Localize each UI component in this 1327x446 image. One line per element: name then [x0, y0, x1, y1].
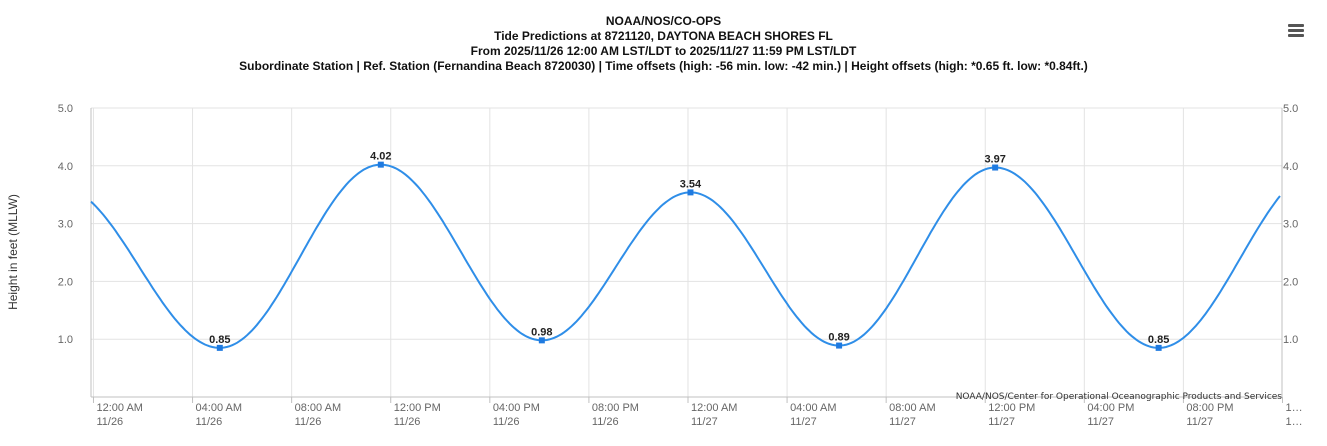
x-tick-label-time: 08:00 PM	[1186, 402, 1233, 414]
y-axis-title: Height in feet (MLLW)	[6, 194, 20, 310]
low-tide-label: 0.85	[209, 334, 230, 346]
x-tick-label-date: 11/27	[1186, 416, 1213, 428]
x-tick-label-time: 04:00 PM	[493, 402, 540, 414]
x-tick-label-date: 11/27	[691, 416, 718, 428]
x-tick-label-time: 04:00 AM	[196, 402, 242, 414]
x-tick-label-time: 04:00 AM	[790, 402, 836, 414]
y-tick-label-right: 5.0	[1283, 103, 1298, 115]
credit-text: NOAA/NOS/Center for Operational Oceanogr…	[956, 392, 1283, 402]
x-tick-label-date: 11/26	[295, 416, 322, 428]
x-tick-label-time: 04:00 PM	[1087, 402, 1134, 414]
y-tick-label-left: 4.0	[58, 161, 73, 173]
chart-title-line-1: NOAA/NOS/CO-OPS	[605, 14, 722, 28]
x-tick-label-time: 12:00 AM	[691, 402, 737, 414]
low-tide-label: 0.85	[1148, 334, 1169, 346]
x-tick-label-date: 11/26	[592, 416, 619, 428]
chart-title-line-4: Subordinate Station | Ref. Station (Fern…	[239, 59, 1088, 73]
y-tick-label-left: 3.0	[58, 219, 73, 231]
extreme-marker	[377, 161, 384, 168]
x-tick-label-date: 11/26	[196, 416, 223, 428]
y-tick-label-left: 2.0	[58, 276, 73, 288]
extreme-marker	[836, 342, 843, 349]
hamburger-menu-icon[interactable]	[1284, 20, 1308, 42]
x-tick-label-date: 11/26	[96, 416, 123, 428]
labels: 1.0 1.0 2.0 2.0 3.0 3.0 4.0 4.0 5.0 5.0 12:00 AM 11…	[58, 103, 1303, 428]
low-tide-label: 0.98	[531, 326, 552, 338]
x-tick-label-date: 11/26	[493, 416, 520, 428]
high-tide-label: 3.97	[984, 154, 1005, 166]
x-tick-label-date: 11/27	[988, 416, 1015, 428]
x-tick-label-time: 08:00 AM	[889, 402, 935, 414]
high-tide-label: 3.54	[680, 178, 702, 190]
y-tick-label-right: 2.0	[1283, 276, 1298, 288]
extreme-marker	[992, 164, 999, 171]
chart-title: NOAA/NOS/CO-OPS Tide Predictions at 8721…	[0, 14, 1327, 74]
axes	[90, 108, 1283, 403]
extreme-marker	[1155, 344, 1162, 351]
x-tick-label-time: 12:00 PM	[988, 402, 1035, 414]
x-tick-label-date: 11/27	[790, 416, 817, 428]
x-tick-label-date: 11/27	[1087, 416, 1114, 428]
extreme-marker	[538, 337, 545, 344]
x-tick-label-time: 1…	[1285, 402, 1302, 414]
x-tick-label-time: 08:00 PM	[592, 402, 639, 414]
chart-title-line-2: Tide Predictions at 8721120, DAYTONA BEA…	[494, 29, 833, 43]
low-tide-label: 0.89	[828, 332, 849, 344]
y-tick-label-left: 5.0	[58, 103, 73, 115]
x-tick-label-time: 12:00 PM	[394, 402, 441, 414]
y-tick-label-right: 3.0	[1283, 219, 1298, 231]
y-tick-label-left: 1.0	[58, 334, 73, 346]
chart-title-line-3: From 2025/11/26 12:00 AM LST/LDT to 2025…	[470, 44, 857, 58]
x-tick-label-date: 11/27	[889, 416, 916, 428]
x-tick-label-time: 12:00 AM	[96, 402, 142, 414]
y-tick-label-right: 1.0	[1283, 334, 1298, 346]
x-tick-label-time: 08:00 AM	[295, 402, 341, 414]
y-tick-label-right: 4.0	[1283, 161, 1298, 173]
series-tide-prediction	[90, 161, 1281, 351]
extreme-marker	[687, 189, 694, 196]
extreme-marker	[216, 344, 223, 351]
x-tick-label-date: 11/26	[394, 416, 421, 428]
x-tick-label-date: 1…	[1285, 416, 1302, 428]
high-tide-label: 4.02	[370, 151, 391, 163]
tide-prediction-line	[90, 163, 1281, 349]
grid-lines	[91, 107, 1282, 397]
